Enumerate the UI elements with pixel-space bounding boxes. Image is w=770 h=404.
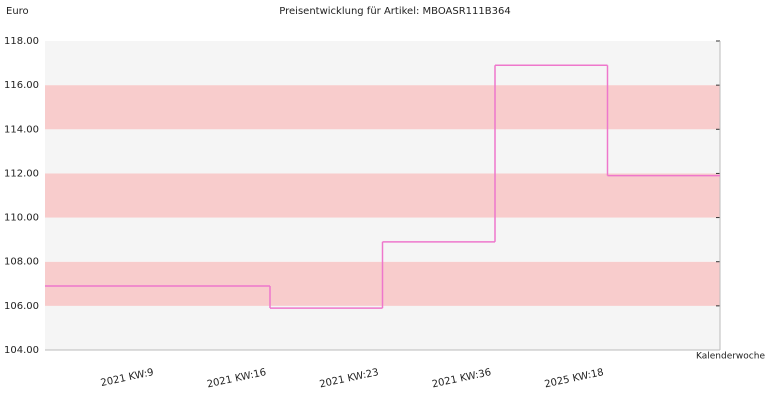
x-tick-label: 2021 KW:23 — [319, 367, 380, 390]
y-tick-label: 112.00 — [4, 168, 39, 179]
y-tick-label: 118.00 — [4, 36, 39, 47]
x-axis-label: Kalenderwoche — [696, 352, 765, 362]
y-axis-label: Euro — [6, 6, 29, 17]
y-tick-label: 108.00 — [4, 257, 39, 268]
y-tick-label: 116.00 — [4, 80, 39, 91]
y-tick-label: 110.00 — [4, 213, 39, 224]
background-band — [45, 305, 720, 350]
x-tick-label: 2021 KW:36 — [431, 367, 492, 390]
y-tick-label: 114.00 — [4, 124, 39, 135]
y-tick-label: 104.00 — [4, 345, 39, 356]
x-tick-label: 2025 KW:18 — [544, 367, 605, 390]
x-tick-label: 2021 KW:9 — [100, 367, 155, 389]
background-band — [45, 85, 720, 130]
y-tick-label: 106.00 — [4, 301, 39, 312]
background-band — [45, 129, 720, 174]
background-band — [45, 41, 720, 86]
x-tick-label: 2021 KW:16 — [206, 367, 267, 390]
background-band — [45, 173, 720, 218]
chart-title: Preisentwicklung für Artikel: MBOASR111B… — [279, 6, 510, 17]
